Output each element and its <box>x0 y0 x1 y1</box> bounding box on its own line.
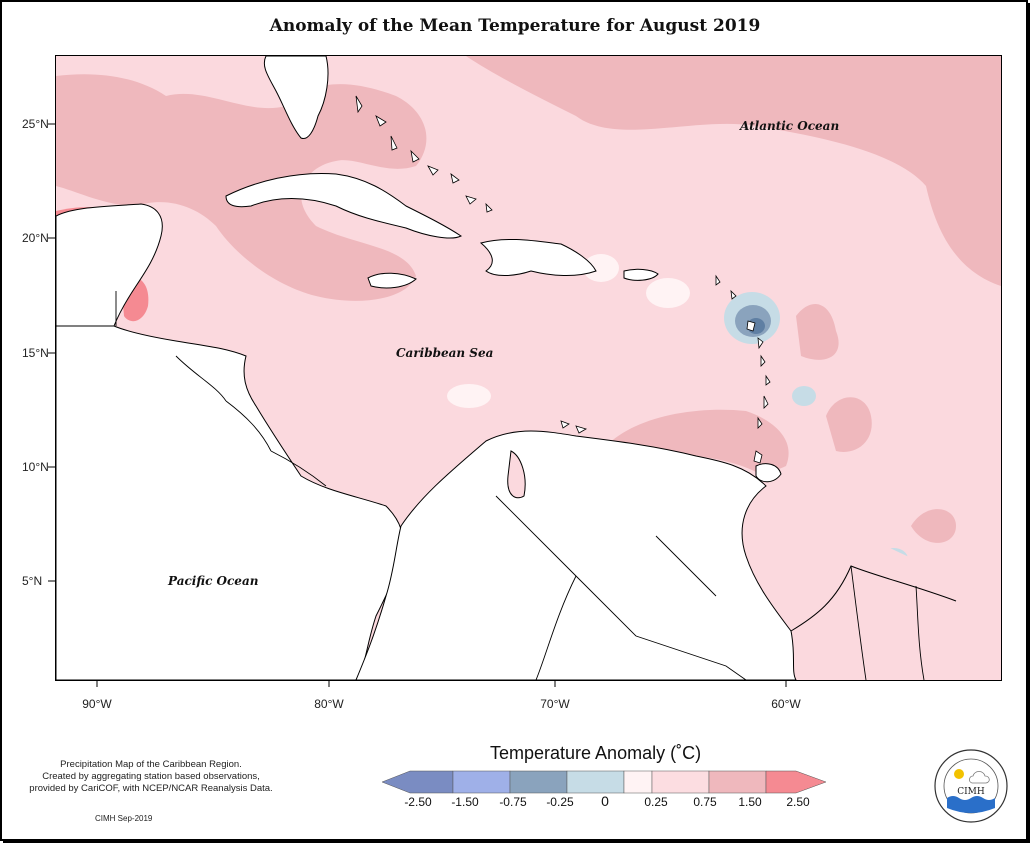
land-venezuela-colombia <box>355 430 797 680</box>
land-abc-islands <box>560 420 588 434</box>
land-bahamas <box>355 95 493 213</box>
legend-bin-6 <box>708 770 767 794</box>
lon-tick-60w: 60°W <box>771 697 801 711</box>
lake-maracaibo <box>507 450 526 499</box>
land-trinidad <box>755 463 782 483</box>
legend-label-8: 2.50 <box>786 795 810 809</box>
cimh-logo-text: CIMH <box>957 787 985 797</box>
land-cuba <box>225 172 462 239</box>
caribbean-sea-label: Caribbean Sea <box>396 346 494 360</box>
legend-label-4: 0 <box>601 793 609 809</box>
anomaly-region-east-1 <box>796 304 839 360</box>
anomaly-cool-barbados <box>792 386 816 406</box>
anomaly-spot-hispaniola <box>583 254 619 282</box>
anomaly-spot-central <box>447 384 491 408</box>
cloud-icon <box>969 771 990 784</box>
lon-tick-70w: 70°W <box>540 697 570 711</box>
legend-bin-2 <box>509 770 568 794</box>
legend-label-5: 0.25 <box>644 795 668 809</box>
lat-tick-15n: 15°N <box>22 346 49 360</box>
legend-bin-1 <box>452 770 511 794</box>
land-jamaica <box>367 272 417 289</box>
sun-icon <box>954 769 964 779</box>
anomaly-region-atlantic <box>466 56 1001 286</box>
lat-tick-20n: 20°N <box>22 231 49 245</box>
waves-icon <box>947 796 995 813</box>
land-central-america <box>56 325 404 680</box>
lon-tick-marks <box>96 680 787 687</box>
anomaly-region-east-2 <box>826 397 872 452</box>
anomaly-spot-puerto-rico <box>646 278 690 308</box>
credits-line-1: Precipitation Map of the Caribbean Regio… <box>60 759 242 770</box>
pacific-ocean-label: Pacific Ocean <box>168 574 259 588</box>
legend-bin-0 <box>382 770 454 794</box>
credits-text: Precipitation Map of the Caribbean Regio… <box>6 759 296 795</box>
temperature-anomaly-map <box>56 56 1001 680</box>
country-borders <box>115 291 925 680</box>
atlantic-ocean-label: Atlantic Ocean <box>740 119 840 133</box>
map-title: Anomaly of the Mean Temperature for Augu… <box>269 16 761 36</box>
land-florida <box>263 56 329 140</box>
legend-bin-7 <box>765 770 827 794</box>
lat-tick-5n: 5°N <box>22 574 43 588</box>
legend-bin-4 <box>623 770 653 794</box>
credits-line-3: provided by CariCOF, with NCEP/NCAR Rean… <box>29 783 273 794</box>
lon-tick-90w: 90°W <box>82 697 112 711</box>
lat-tick-10n: 10°N <box>22 460 49 474</box>
legend-label-0: -2.50 <box>404 795 432 809</box>
lat-tick-25n: 25°N <box>22 117 49 131</box>
legend-label-1: -1.50 <box>451 795 479 809</box>
legend-bin-5 <box>651 770 710 794</box>
land-lesser-antilles <box>715 274 771 464</box>
anomaly-region-east-3 <box>911 509 956 543</box>
legend-label-6: 0.75 <box>693 795 717 809</box>
legend-label-3: -0.25 <box>546 795 574 809</box>
legend-title: Temperature Anomaly (˚C) <box>490 743 702 763</box>
land-hispaniola <box>479 238 597 277</box>
lon-tick-80w: 80°W <box>314 697 344 711</box>
legend-bin-3 <box>566 770 625 794</box>
legend-label-7: 1.50 <box>738 795 762 809</box>
legend-colorbar <box>382 770 827 794</box>
land-puerto-rico <box>623 268 659 281</box>
cimh-logo: CIMH <box>934 749 1008 823</box>
credits-date: CIMH Sep-2019 <box>95 814 153 823</box>
anomaly-region-gulf <box>56 74 427 301</box>
lat-tick-marks <box>48 123 55 582</box>
land-yucatan <box>56 203 163 327</box>
map-panel <box>55 55 1002 681</box>
credits-line-2: Created by aggregating station based obs… <box>42 771 260 782</box>
legend-label-2: -0.75 <box>499 795 527 809</box>
